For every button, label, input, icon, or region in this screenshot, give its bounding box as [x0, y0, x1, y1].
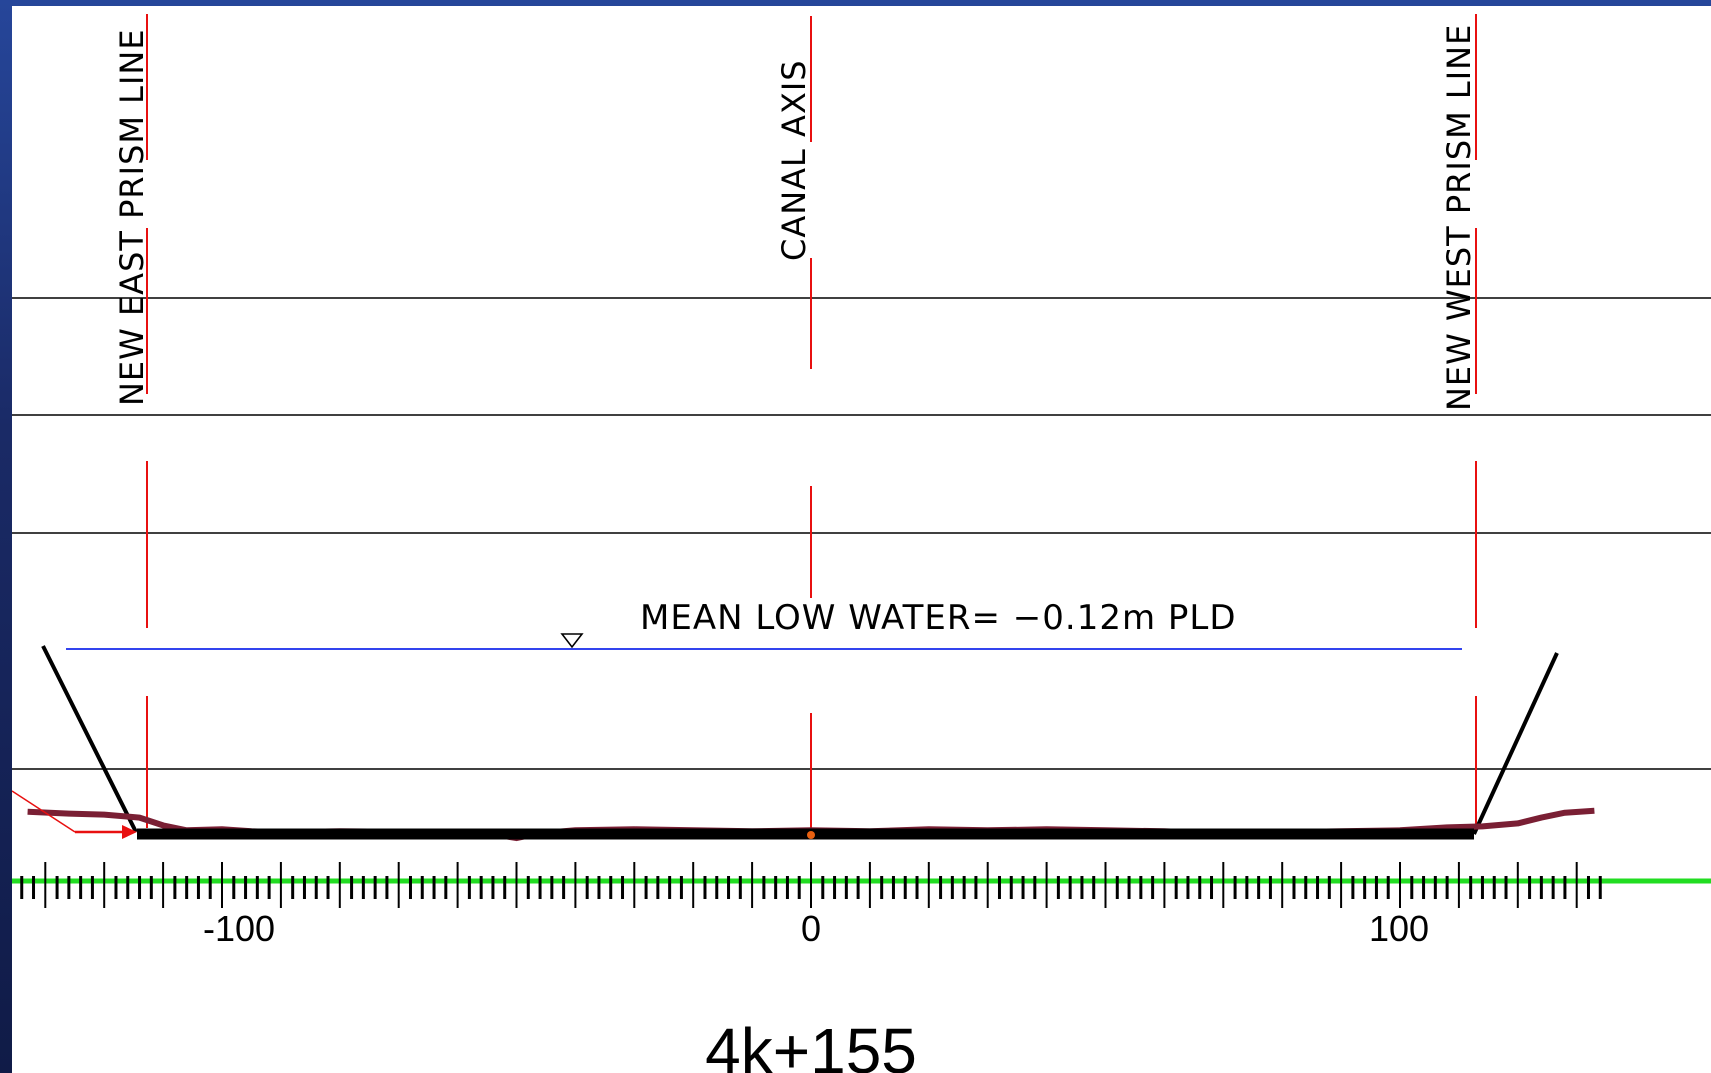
cross-section-drawing: NEW EAST PRISM LINE CANAL AXIS NEW WEST … [12, 14, 1711, 1073]
tick-label-100: 100 [1369, 908, 1429, 949]
section-label: 4k+155 [705, 1015, 917, 1073]
horizontal-grid [12, 297, 1711, 770]
east-toe-arrow-icon [122, 825, 137, 839]
mean-low-water-label: MEAN LOW WATER= −0.12m PLD [640, 598, 1237, 638]
axis-marker [807, 831, 815, 839]
east-prism-label: NEW EAST PRISM LINE [113, 28, 151, 406]
east-toe-arrow-line [12, 790, 76, 833]
water-level-triangle-icon [560, 633, 584, 649]
tick-label-0: 0 [801, 908, 821, 949]
east-side-slope [41, 645, 138, 833]
tick-label-minus-100: -100 [203, 908, 275, 949]
west-prism-label: NEW WEST PRISM LINE [1440, 24, 1478, 411]
canal-axis-label: CANAL AXIS [775, 59, 813, 261]
drawing-sheet: NEW EAST PRISM LINE CANAL AXIS NEW WEST … [12, 6, 1711, 1073]
reference-lines [146, 14, 1477, 828]
axis-ticks [20, 862, 1602, 908]
west-side-slope [1472, 652, 1559, 835]
